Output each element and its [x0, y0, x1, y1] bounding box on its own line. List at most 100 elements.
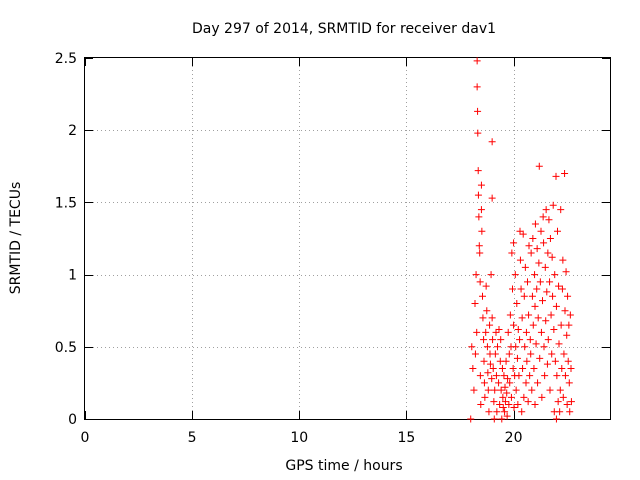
data-point	[559, 393, 567, 401]
data-point	[532, 340, 540, 348]
data-point	[559, 256, 567, 264]
data-point	[545, 216, 553, 224]
data-point	[525, 311, 533, 319]
data-point	[520, 292, 528, 300]
data-point	[566, 311, 574, 319]
data-point	[489, 336, 497, 344]
data-point	[486, 321, 494, 329]
x-tick-label: 5	[188, 430, 197, 446]
data-point	[521, 263, 529, 271]
data-point	[538, 393, 546, 401]
data-point	[556, 386, 564, 394]
data-point	[524, 398, 532, 406]
data-point	[564, 292, 572, 300]
data-point	[474, 129, 482, 137]
data-point	[549, 201, 557, 209]
data-point	[504, 375, 512, 383]
data-point	[509, 364, 517, 372]
x-axis-label: GPS time / hours	[285, 458, 402, 474]
data-point	[553, 372, 561, 380]
data-point	[494, 343, 501, 351]
data-point	[552, 172, 560, 180]
data-point	[542, 206, 550, 214]
data-point	[473, 57, 481, 65]
data-point	[492, 372, 500, 380]
data-point	[536, 278, 544, 286]
data-point	[512, 386, 520, 394]
data-point	[482, 282, 490, 290]
data-point	[476, 372, 484, 380]
data-point	[473, 83, 481, 91]
data-point	[516, 256, 524, 264]
data-point	[474, 191, 482, 199]
data-point	[479, 292, 486, 300]
data-point	[533, 285, 541, 293]
data-point	[513, 354, 521, 362]
data-point	[546, 278, 554, 286]
data-point	[566, 408, 574, 416]
data-point	[492, 328, 500, 336]
tick-layer: 0 0.5 1 1.5 2 2.5 0 5 10 15 20	[55, 51, 610, 446]
data-point	[544, 336, 552, 344]
data-point	[551, 271, 559, 279]
data-point	[565, 321, 573, 329]
data-point	[543, 360, 551, 368]
data-point	[501, 408, 509, 416]
data-point	[499, 393, 507, 401]
data-point	[523, 357, 531, 365]
data-point	[519, 364, 527, 372]
data-point	[498, 364, 506, 372]
data-point	[563, 331, 571, 339]
data-point	[480, 357, 488, 365]
data-point	[561, 307, 569, 315]
data-point	[509, 285, 516, 293]
data-point	[506, 311, 514, 319]
data-point	[558, 364, 566, 372]
data-point	[513, 299, 521, 307]
data-point	[495, 325, 503, 333]
data-point	[557, 321, 565, 329]
data-point	[510, 239, 518, 247]
data-point	[561, 170, 569, 178]
data-point	[493, 408, 501, 416]
data-point	[546, 386, 554, 394]
data-point	[516, 227, 524, 235]
data-point	[490, 415, 498, 423]
data-point	[486, 360, 494, 368]
data-point	[480, 379, 488, 387]
data-point	[527, 350, 535, 358]
data-point	[488, 138, 496, 146]
data-point	[500, 372, 508, 380]
x-tick-label: 15	[398, 430, 416, 446]
data-point	[508, 249, 516, 257]
data-point	[474, 167, 482, 175]
data-point	[497, 386, 505, 394]
data-point	[548, 253, 556, 261]
data-point	[477, 401, 485, 409]
data-point	[489, 364, 497, 372]
data-point	[477, 206, 485, 214]
data-point	[511, 271, 519, 279]
data-point	[542, 317, 550, 325]
data-point	[531, 401, 539, 409]
data-point	[561, 372, 569, 380]
data-point	[504, 328, 512, 336]
x-tick-label: 0	[81, 430, 90, 446]
data-point	[560, 350, 568, 358]
data-point	[488, 194, 496, 202]
chart-title: Day 297 of 2014, SRMTID for receiver dav…	[192, 21, 496, 37]
data-point	[557, 206, 565, 214]
data-point	[475, 213, 483, 221]
data-point	[549, 292, 557, 300]
data-point	[529, 235, 537, 242]
data-point	[485, 408, 493, 416]
data-point	[547, 311, 555, 319]
data-point	[522, 379, 530, 387]
y-tick-label: 1.5	[55, 195, 77, 211]
data-point	[477, 181, 485, 189]
data-point	[555, 340, 563, 348]
data-point	[503, 389, 511, 397]
plot-frame	[84, 57, 611, 420]
data-point	[488, 375, 496, 383]
